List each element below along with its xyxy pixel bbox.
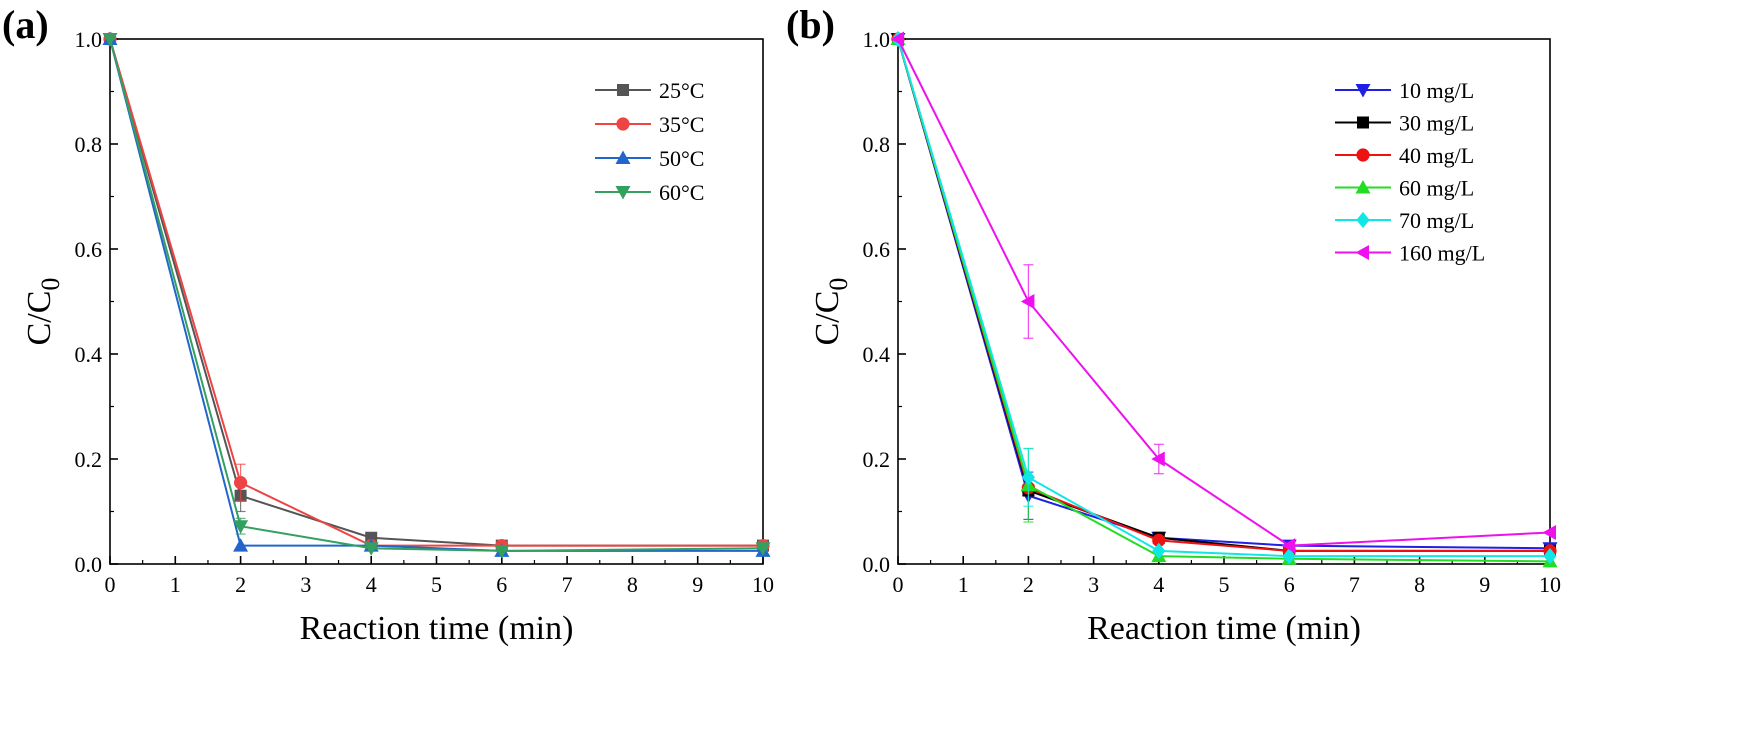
x-tick-label: 1 (170, 572, 181, 597)
data-point (102, 33, 118, 47)
data-point (363, 542, 379, 556)
y-tick-label: 0.2 (863, 447, 891, 472)
y-tick-label: 0.8 (75, 132, 103, 157)
legend-marker (615, 186, 631, 200)
data-point (890, 31, 904, 47)
series-0 (104, 33, 769, 552)
x-tick-label: 1 (958, 572, 969, 597)
x-tick-label: 8 (627, 572, 638, 597)
data-point (233, 538, 249, 552)
legend-label: 25°C (659, 78, 704, 103)
data-point (1281, 538, 1296, 554)
x-tick-label: 8 (1414, 572, 1425, 597)
legend-marker (615, 150, 631, 164)
data-point (1020, 294, 1035, 309)
y-tick-label: 0.4 (863, 342, 891, 367)
legend-marker (1355, 245, 1369, 260)
legend-label: 35°C (659, 112, 704, 137)
legend: 25°C 35°C 50°C 60°C (595, 78, 704, 205)
y-axis-title-main: C/C (809, 291, 846, 346)
x-tick-label: 3 (1088, 572, 1099, 597)
legend-label: 60°C (659, 180, 704, 205)
y-axis-title: C/C0 (21, 278, 65, 346)
y-tick-label: 0.4 (75, 342, 103, 367)
legend-label: 40 mg/L (1399, 143, 1474, 168)
legend-marker (1357, 116, 1369, 129)
chart-panel-a: 0 1 2 3 4 5 6 7 8 9 10 0.0 0.2 0.4 0.6 0.8 1.0 Reaction t… (2, 2, 774, 647)
series-5 (890, 31, 1556, 554)
panel-label: (b) (786, 2, 835, 47)
x-tick-label: 7 (562, 572, 573, 597)
x-tick-label: 10 (752, 572, 774, 597)
data-point (233, 520, 249, 534)
legend-marker (1355, 180, 1371, 194)
x-tick-label: 2 (235, 572, 246, 597)
y-axis-title-subscript: 0 (824, 278, 853, 291)
data-point (1021, 469, 1035, 486)
y-tick-label: 0.6 (863, 237, 891, 262)
x-tick-label: 0 (105, 572, 116, 597)
x-axis-title: Reaction time (min) (1087, 610, 1361, 647)
x-tick-label: 3 (300, 572, 311, 597)
data-point (1542, 525, 1556, 540)
legend-label: 70 mg/L (1399, 208, 1474, 233)
series-2 (102, 31, 771, 557)
x-tick-label: 4 (1153, 572, 1164, 597)
x-tick-label: 6 (1284, 572, 1295, 597)
y-axis-title-main: C/C (21, 291, 58, 346)
x-tick-label: 10 (1539, 572, 1561, 597)
legend-marker (1355, 84, 1371, 98)
x-tick-label: 9 (692, 572, 703, 597)
chart-panel-b: 0 1 2 3 4 5 6 7 8 9 10 0.0 0.2 0.4 0.6 0.8 1.0 Reaction t… (786, 2, 1561, 647)
y-tick-label: 0.0 (863, 552, 891, 577)
y-tick-label: 1.0 (75, 27, 103, 52)
series-3 (102, 33, 771, 559)
data-point (1543, 548, 1557, 565)
legend-marker (616, 117, 630, 131)
data-point (1152, 533, 1166, 547)
panel-label: (a) (2, 2, 49, 47)
legend-label: 30 mg/L (1399, 111, 1474, 136)
y-tick-label: 0.2 (75, 447, 103, 472)
legend-label: 60 mg/L (1399, 176, 1474, 201)
x-tick-label: 9 (1479, 572, 1490, 597)
x-tick-label: 6 (496, 572, 507, 597)
y-tick-label: 0.6 (75, 237, 103, 262)
x-tick-label: 4 (366, 572, 377, 597)
legend: 10 mg/L 30 mg/L 40 mg/L 60 mg/L 70 mg/L 160 m… (1335, 78, 1485, 266)
legend-label: 10 mg/L (1399, 78, 1474, 103)
data-point (1282, 548, 1296, 565)
legend-marker (1356, 211, 1370, 229)
data-point (1151, 451, 1165, 467)
y-tick-label: 0.0 (75, 552, 103, 577)
y-axis-title-subscript: 0 (36, 278, 65, 291)
series-1 (103, 32, 770, 553)
y-tick-label: 1.0 (863, 27, 891, 52)
data-point (755, 542, 771, 556)
x-tick-label: 5 (1219, 572, 1230, 597)
x-tick-label: 7 (1349, 572, 1360, 597)
x-tick-label: 5 (431, 572, 442, 597)
x-tick-label: 0 (893, 572, 904, 597)
legend-marker (617, 84, 629, 96)
data-point (234, 476, 248, 490)
x-tick-label: 2 (1023, 572, 1034, 597)
y-tick-label: 0.8 (863, 132, 891, 157)
legend-marker (1356, 148, 1370, 162)
data-point (494, 544, 510, 559)
legend-label: 160 mg/L (1399, 241, 1485, 266)
legend-label: 50°C (659, 146, 704, 171)
x-axis-title: Reaction time (min) (300, 610, 574, 647)
y-axis-title: C/C0 (809, 278, 853, 346)
data-point (1152, 542, 1166, 559)
